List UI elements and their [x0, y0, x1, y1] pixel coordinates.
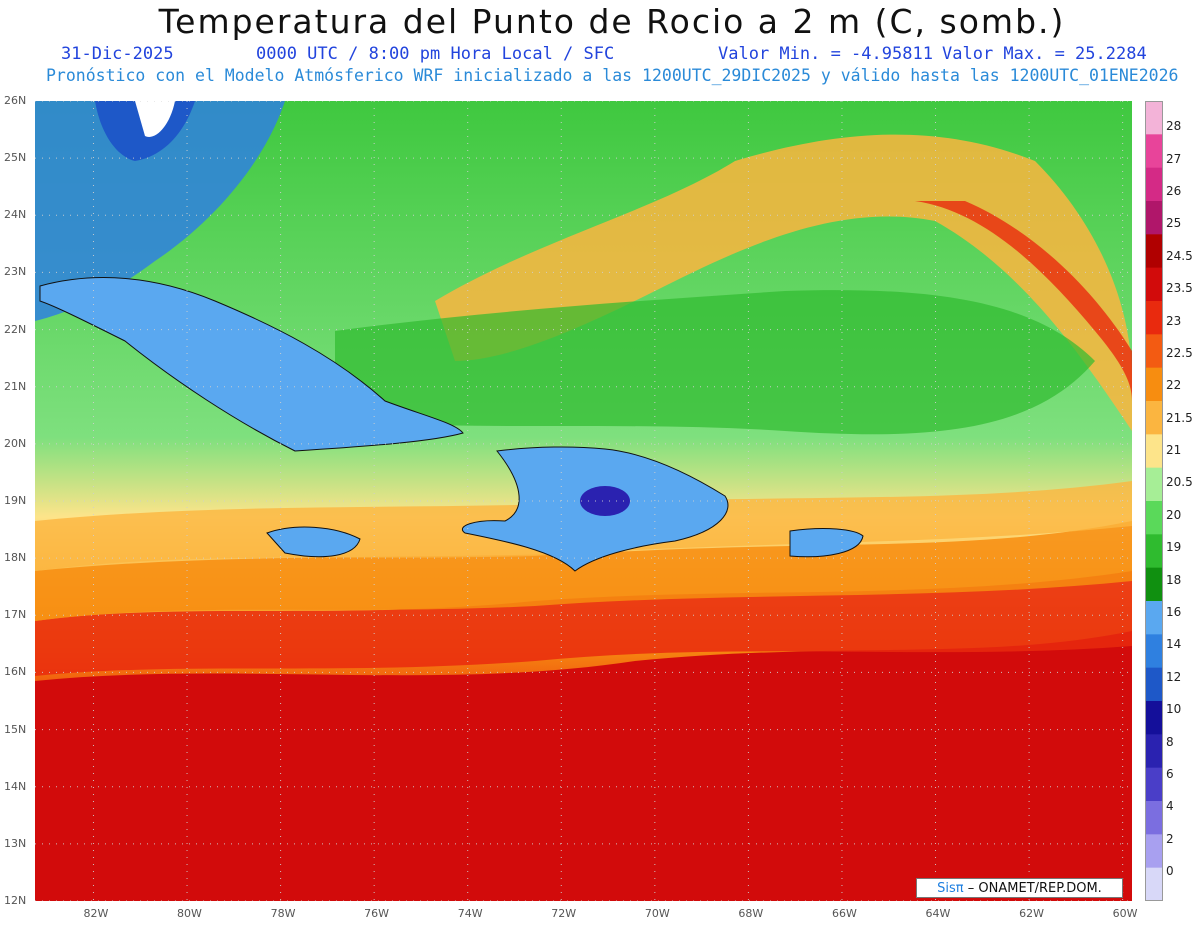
lon-tick-label: 78W [270, 907, 296, 920]
color-scale-label: 21 [1166, 443, 1182, 458]
color-swatch [1145, 701, 1163, 735]
color-swatch [1145, 167, 1163, 202]
color-swatch [1145, 667, 1163, 702]
color-swatch [1145, 534, 1163, 569]
color-swatch [1145, 267, 1163, 302]
lon-tick-label: 62W [1019, 907, 1044, 920]
lat-tick-label: 20N [4, 436, 27, 450]
color-swatch [1145, 334, 1163, 369]
lat-tick-label: 26N [4, 94, 27, 107]
lon-tick-label: 60W [1112, 907, 1138, 920]
color-scale-label: 6 [1166, 766, 1174, 781]
lat-tick-label: 13N [4, 836, 27, 850]
lon-tick-label: 80W [177, 907, 202, 920]
color-scale-label: 12 [1166, 669, 1182, 684]
color-scale-label: 4 [1166, 799, 1174, 814]
color-scale-label: 16 [1166, 605, 1182, 620]
lon-tick-label: 66W [831, 907, 857, 920]
credit-box: Sisπ – ONAMET/REP.DOM. [916, 878, 1123, 898]
lat-tick-label: 25N [4, 151, 27, 165]
color-swatch [1145, 601, 1163, 635]
color-scale-label: 8 [1166, 734, 1174, 749]
color-scale-label: 22.5 [1166, 345, 1193, 360]
lat-tick-label: 12N [4, 894, 27, 907]
color-swatch [1145, 301, 1163, 335]
color-swatch [1145, 201, 1163, 235]
color-swatch [1145, 567, 1163, 602]
sis-logo: Sisπ [937, 881, 964, 896]
color-bar-border [1145, 101, 1163, 901]
color-scale-label: 21.5 [1166, 410, 1193, 425]
lon-tick-label: 64W [925, 907, 951, 920]
lat-tick-label: 17N [4, 608, 27, 622]
color-swatch [1145, 734, 1163, 769]
max-value: Valor Max. = 25.2284 [942, 44, 1147, 64]
color-swatch [1145, 434, 1163, 469]
color-scale-label: 28 [1166, 119, 1182, 134]
color-scale-label: 2 [1166, 831, 1174, 846]
color-scale-bar [1145, 101, 1163, 901]
dewpoint-map [35, 101, 1132, 901]
color-scale-label: 25 [1166, 216, 1182, 231]
color-swatch [1145, 234, 1163, 269]
map-title: Temperatura del Punto de Rocio a 2 m (C,… [158, 2, 1066, 41]
color-scale-label: 0 [1166, 864, 1174, 879]
color-scale-label: 24.5 [1166, 248, 1193, 263]
lat-tick-label: 23N [4, 265, 27, 279]
color-scale-label: 18 [1166, 572, 1182, 587]
color-scale-label: 26 [1166, 183, 1182, 198]
forecast-date: 31-Dic-2025 [61, 44, 174, 64]
color-scale-label: 22 [1166, 378, 1182, 393]
color-swatch [1145, 367, 1163, 402]
lat-tick-label: 19N [4, 494, 27, 507]
lat-tick-label: 24N [4, 208, 27, 222]
lon-tick-label: 72W [551, 907, 577, 920]
color-swatch [1145, 801, 1163, 835]
model-info: Pronóstico con el Modelo Atmósferico WRF… [46, 66, 1179, 85]
lon-tick-label: 82W [83, 907, 109, 920]
color-scale-label: 20 [1166, 507, 1182, 522]
min-value: Valor Min. = -4.95811 [718, 44, 933, 64]
credit-org: – ONAMET/REP.DOM. [967, 881, 1102, 896]
color-swatch [1145, 501, 1163, 535]
color-scale-label: 19 [1166, 540, 1182, 555]
color-swatch [1145, 101, 1163, 135]
lat-tick-label: 22N [4, 322, 27, 336]
color-scale-label: 14 [1166, 637, 1182, 652]
lat-tick-label: 15N [4, 722, 27, 736]
lat-tick-label: 18N [4, 551, 27, 565]
color-swatch [1145, 134, 1163, 169]
color-swatch [1145, 867, 1163, 901]
color-swatch [1145, 634, 1163, 669]
color-scale-label: 23 [1166, 313, 1182, 328]
color-swatch [1145, 401, 1163, 435]
lat-tick-label: 14N [4, 779, 27, 793]
lon-tick-label: 74W [457, 907, 483, 920]
lat-tick-label: 16N [4, 665, 27, 679]
color-swatch [1145, 834, 1163, 869]
lon-tick-label: 76W [364, 907, 390, 920]
color-swatch [1145, 467, 1163, 502]
lon-tick-label: 68W [738, 907, 764, 920]
color-scale-label: 27 [1166, 151, 1182, 166]
color-scale-label: 23.5 [1166, 281, 1193, 296]
forecast-time: 0000 UTC / 8:00 pm Hora Local / SFC [256, 44, 615, 64]
lat-tick-label: 21N [4, 379, 27, 393]
color-swatch [1145, 767, 1163, 802]
color-scale-label: 10 [1166, 702, 1182, 717]
color-scale-label: 20.5 [1166, 475, 1193, 490]
lon-tick-label: 70W [644, 907, 670, 920]
